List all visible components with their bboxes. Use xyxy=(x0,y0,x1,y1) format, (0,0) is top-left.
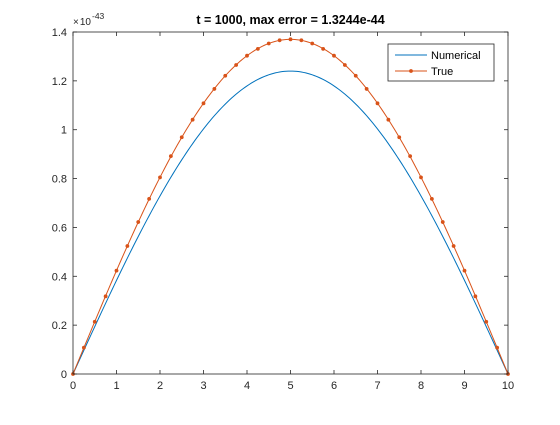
chart-title: t = 1000, max error = 1.3244e-44 xyxy=(196,13,384,27)
data-point-true xyxy=(114,268,119,273)
data-point-true xyxy=(462,268,467,273)
x-tick-label: 2 xyxy=(157,380,163,392)
data-point-true xyxy=(310,41,315,46)
x-tick-label: 7 xyxy=(374,380,380,392)
data-point-true xyxy=(277,38,282,43)
data-point-true xyxy=(332,53,336,58)
x-tick-label: 9 xyxy=(461,380,467,392)
x-tick-label: 3 xyxy=(200,380,206,392)
data-point-true xyxy=(288,37,293,42)
data-point-true xyxy=(234,63,239,67)
data-point-true xyxy=(81,345,86,350)
y-tick-label: 0 xyxy=(61,369,67,381)
data-point-true xyxy=(201,101,206,106)
data-point-true xyxy=(255,46,260,51)
x-tick-label: 0 xyxy=(70,380,76,392)
data-point-true xyxy=(168,154,173,158)
y-tick-label: 0.6 xyxy=(52,222,67,234)
x-tick-label: 10 xyxy=(502,380,514,392)
data-point-true xyxy=(223,73,228,78)
x-axis: 0 1 2 3 4 5 6 7 8 9 10 xyxy=(70,32,514,392)
data-point-true xyxy=(125,244,130,248)
data-point-true xyxy=(408,154,413,158)
y-exponent-base-value: 10 xyxy=(80,17,92,28)
data-point-true xyxy=(212,87,217,91)
legend-marker-true xyxy=(409,69,413,73)
data-point-true xyxy=(179,135,184,140)
x-tick-label: 5 xyxy=(287,380,293,392)
data-point-true xyxy=(386,117,391,122)
data-point-true xyxy=(451,244,456,248)
data-point-true xyxy=(473,294,478,299)
data-point-true xyxy=(484,319,489,324)
data-point-true xyxy=(342,63,347,67)
data-point-true xyxy=(397,135,402,140)
legend: Numerical True xyxy=(387,43,495,82)
data-point-true xyxy=(92,319,97,324)
y-tick-label: 0.2 xyxy=(52,320,67,332)
data-point-true xyxy=(419,175,423,180)
data-point-true xyxy=(245,53,249,58)
data-point-true xyxy=(103,294,108,299)
data-point-true xyxy=(375,101,380,106)
y-exponent-power: -43 xyxy=(92,11,105,21)
data-point-true xyxy=(495,345,500,350)
y-tick-label: 0.8 xyxy=(52,174,67,186)
y-tick-label: 1 xyxy=(61,125,67,137)
x-tick-label: 4 xyxy=(244,380,250,392)
data-point-true xyxy=(440,220,445,224)
plot-area xyxy=(73,32,508,374)
data-point-true xyxy=(321,46,326,51)
series-line-numerical xyxy=(72,70,509,375)
data-point-true xyxy=(364,87,369,91)
y-tick-label: 1.4 xyxy=(52,27,67,39)
data-point-true xyxy=(266,41,271,46)
data-point-true xyxy=(136,220,141,224)
y-axis: 0 0.2 0.4 0.6 0.8 1 1.2 1.4 xyxy=(52,27,508,381)
y-tick-label: 1.2 xyxy=(52,76,67,88)
data-point-true xyxy=(158,175,162,180)
x-tick-label: 6 xyxy=(331,380,337,392)
y-exponent-label: ×10 -43 xyxy=(73,11,105,28)
data-point-true xyxy=(353,73,358,78)
data-point-true xyxy=(429,196,434,201)
x-tick-label: 1 xyxy=(113,380,119,392)
y-exponent-times: × xyxy=(73,17,79,28)
data-point-true xyxy=(147,196,152,201)
data-point-true xyxy=(299,38,304,43)
y-tick-label: 0.4 xyxy=(52,271,67,283)
legend-label-numerical: Numerical xyxy=(431,50,481,62)
legend-label-true: True xyxy=(431,66,453,78)
series-layer xyxy=(71,37,510,376)
data-point-true xyxy=(190,117,195,122)
x-tick-label: 8 xyxy=(418,380,424,392)
legend-box xyxy=(387,43,495,82)
y-exponent-base: ×10 xyxy=(73,17,91,28)
